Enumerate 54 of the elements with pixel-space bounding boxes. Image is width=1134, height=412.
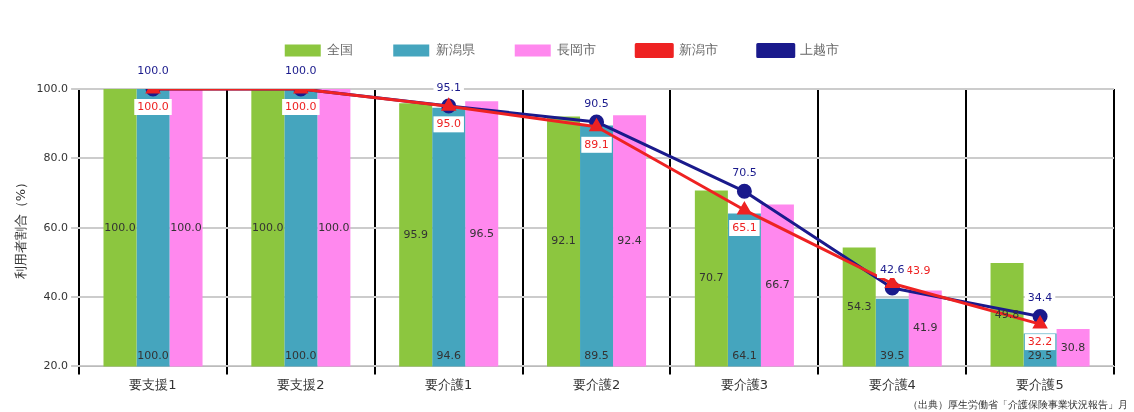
data-label: 95.0 [436, 117, 461, 131]
data-label: 100.0 [318, 220, 350, 234]
x-tick-label: 要支援2 [277, 376, 325, 392]
y-tick-label: 60.0 [43, 220, 69, 234]
x-tick-label: 要介護3 [720, 376, 769, 392]
data-label: 100.0 [252, 220, 284, 234]
data-label: 49.8 [994, 307, 1020, 321]
data-label: 100.0 [137, 63, 169, 77]
x-tick-label: 要介護1 [425, 376, 473, 392]
x-tick-label: 要介護5 [1016, 376, 1064, 392]
x-tick-label: 要支援1 [129, 376, 177, 392]
data-label: 92.1 [551, 234, 576, 248]
legend-label: 新潟市 [678, 41, 718, 57]
data-label: 42.6 [879, 262, 905, 276]
data-label: 34.4 [1027, 291, 1053, 305]
legend-label: 長岡市 [557, 41, 597, 57]
data-label: 95.9 [403, 227, 428, 241]
data-label: 100.0 [285, 349, 317, 363]
data-label: 41.9 [913, 321, 938, 335]
text: （出典）厚生労働省「介護保険事業状況報告」月 [908, 398, 1128, 410]
data-label: 95.1 [436, 80, 461, 94]
data-label: 70.7 [699, 271, 724, 285]
legend-label: 全国 [327, 41, 354, 57]
y-tick-label: 40.0 [43, 289, 69, 303]
data-label: 30.8 [1060, 340, 1086, 354]
data-label: 96.5 [469, 226, 494, 240]
data-label: 32.2 [1027, 334, 1053, 348]
data-label: 94.6 [436, 349, 461, 363]
legend-label: 新潟県 [435, 41, 475, 57]
data-label: 64.1 [732, 349, 757, 363]
data-label: 100.0 [137, 349, 169, 363]
y-tick-label: 100.0 [36, 81, 69, 95]
data-label: 89.5 [584, 349, 609, 363]
legend-label: 上越市 [800, 41, 840, 57]
y-axis-title: 利用者割合（%） [13, 176, 29, 280]
data-label: 90.5 [584, 96, 609, 110]
data-label: 54.3 [846, 299, 872, 313]
y-tick-label: 80.0 [43, 151, 69, 165]
y-tick-label: 20.0 [43, 359, 69, 373]
data-label: 39.5 [879, 349, 905, 363]
data-label: 89.1 [584, 137, 609, 151]
data-label: 100.0 [285, 99, 317, 113]
data-label: 92.4 [617, 233, 642, 247]
x-tick-label: 要介護2 [572, 376, 621, 392]
data-label: 65.1 [732, 220, 757, 234]
data-label: 100.0 [137, 99, 169, 113]
data-label: 66.7 [765, 278, 790, 292]
data-label: 70.5 [732, 166, 757, 180]
data-label: 29.5 [1027, 349, 1053, 363]
data-label: 100.0 [104, 220, 136, 234]
x-tick-label: 要介護4 [868, 376, 916, 392]
data-label: 100.0 [285, 63, 317, 77]
data-label: 100.0 [170, 220, 202, 234]
data-label: 43.9 [905, 264, 931, 278]
